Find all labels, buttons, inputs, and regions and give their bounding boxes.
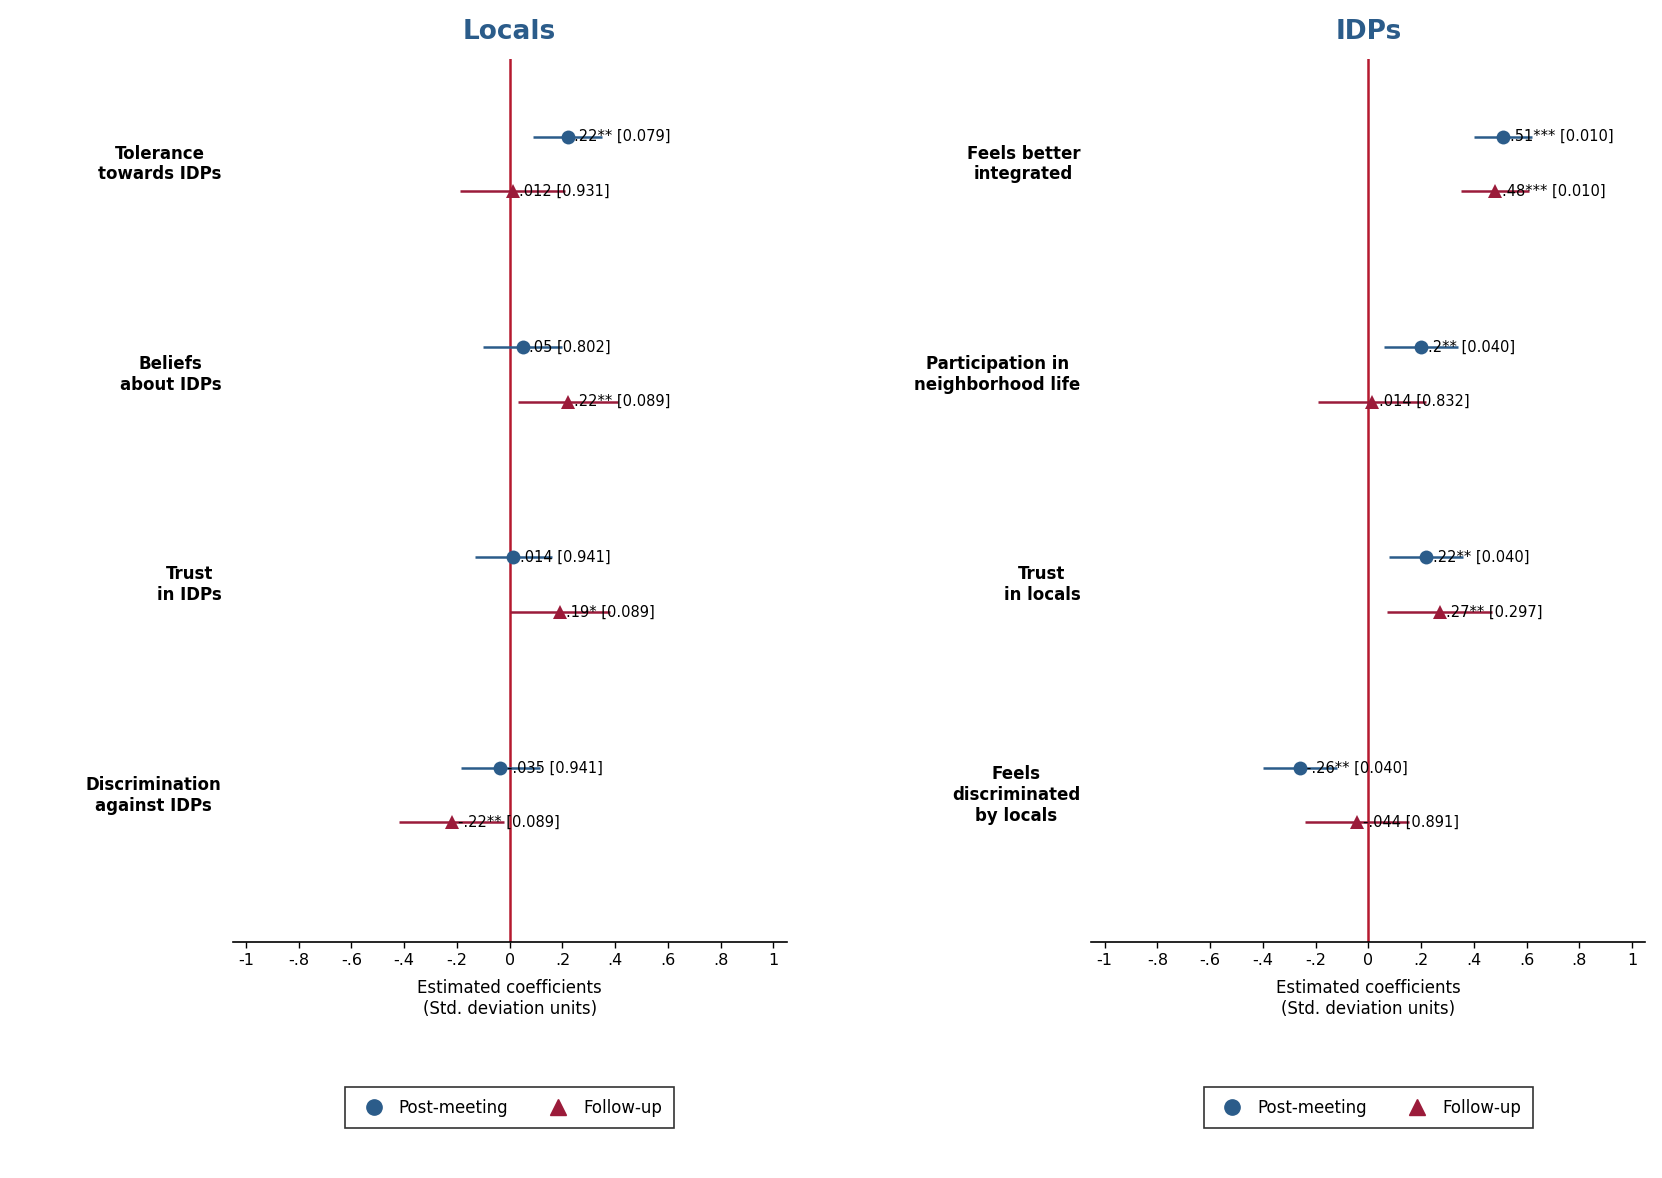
Text: Feels better
integrated: Feels better integrated (967, 145, 1080, 184)
Text: Discrimination
against IDPs: Discrimination against IDPs (86, 776, 221, 814)
Text: .48*** [0.010]: .48*** [0.010] (1501, 184, 1605, 199)
Text: .05 [0.802]: .05 [0.802] (530, 339, 612, 355)
Text: .19* [0.089]: .19* [0.089] (567, 604, 655, 620)
Text: .51*** [0.010]: .51*** [0.010] (1509, 130, 1614, 144)
Text: .22** [0.040]: .22** [0.040] (1433, 550, 1529, 565)
Text: .22** [0.079]: .22** [0.079] (575, 130, 671, 144)
Text: Participation in
neighborhood life: Participation in neighborhood life (914, 355, 1080, 393)
Text: Beliefs
about IDPs: Beliefs about IDPs (120, 355, 221, 393)
Text: .014 [0.832]: .014 [0.832] (1379, 395, 1469, 409)
Text: .27** [0.297]: .27** [0.297] (1446, 604, 1542, 620)
Text: .22** [0.089]: .22** [0.089] (575, 395, 671, 409)
Text: -.22** [0.089]: -.22** [0.089] (459, 815, 560, 830)
Legend: Post-meeting, Follow-up: Post-meeting, Follow-up (1205, 1087, 1532, 1129)
Text: .2** [0.040]: .2** [0.040] (1428, 339, 1514, 355)
Text: .012 [0.931]: .012 [0.931] (520, 184, 610, 199)
Text: Tolerance
towards IDPs: Tolerance towards IDPs (98, 145, 221, 184)
Legend: Post-meeting, Follow-up: Post-meeting, Follow-up (346, 1087, 673, 1129)
Text: Trust
in locals: Trust in locals (1004, 565, 1080, 604)
Text: .014 [0.941]: .014 [0.941] (520, 550, 610, 565)
Text: -.26** [0.040]: -.26** [0.040] (1306, 760, 1408, 775)
Text: Feels
discriminated
by locals: Feels discriminated by locals (952, 766, 1080, 825)
Text: Trust
in IDPs: Trust in IDPs (156, 565, 221, 604)
Text: -.044 [0.891]: -.044 [0.891] (1363, 815, 1459, 830)
Title: IDPs: IDPs (1335, 20, 1401, 46)
X-axis label: Estimated coefficients
(Std. deviation units): Estimated coefficients (Std. deviation u… (1276, 979, 1461, 1018)
X-axis label: Estimated coefficients
(Std. deviation units): Estimated coefficients (Std. deviation u… (417, 979, 602, 1018)
Text: -.035 [0.941]: -.035 [0.941] (507, 760, 603, 775)
Title: Locals: Locals (464, 20, 557, 46)
